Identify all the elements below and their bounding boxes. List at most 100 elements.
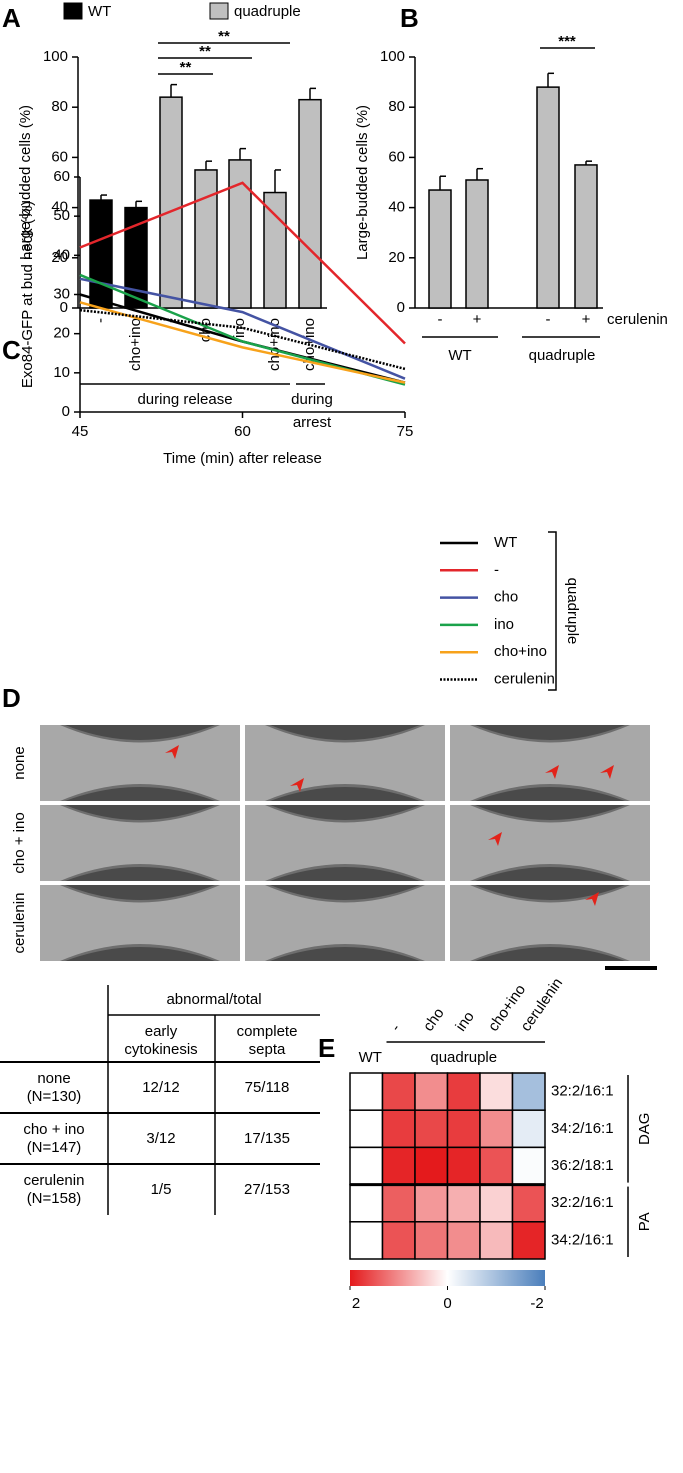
row-label: none [11,746,28,779]
cell-wall [40,805,240,881]
y-tick-label: 40 [388,199,405,216]
heatmap-cell [511,1109,546,1149]
row-label: cho + ino [11,812,28,873]
bar [263,191,287,309]
y-tick-label: 40 [51,199,68,216]
y-tick-label: 20 [388,249,405,266]
heatmap-cell [349,1072,384,1111]
group-label: during release [137,391,232,408]
y-tick-label: 60 [51,148,68,165]
y-tick-label: 100 [43,48,68,65]
y-tick-label: 0 [62,403,70,420]
arrowhead [585,892,599,906]
group-label: during [291,391,333,408]
bar [159,96,183,309]
bar [124,206,148,309]
legend-label: quadruple [234,3,301,20]
heatmap-cell [479,1221,514,1260]
column-label: WT [359,1049,382,1066]
series-line [79,277,406,380]
row-label: (N=130) [27,1088,82,1105]
x-tick-label: + [582,311,591,328]
x-tick-label: - [438,311,443,328]
panel-label: B [400,3,419,33]
panel-label: D [2,683,21,713]
column-header: complete [237,1023,298,1040]
y-tick-label: 100 [380,48,405,65]
arrowhead [165,745,179,759]
y-tick-label: 80 [51,98,68,115]
heatmap-cell [349,1183,384,1223]
bar [228,159,252,309]
heatmap-cell [381,1146,416,1186]
row-label: cho + ino [23,1121,84,1138]
y-tick-label: 20 [51,249,68,266]
group-label: quadruple [529,347,596,364]
legend-label: cho [494,589,518,606]
group-label: arrest [293,414,332,431]
y-axis-label: Large-budded cells (%) [17,105,34,260]
bar [536,86,560,309]
legend-label: WT [494,534,517,551]
row-label: 32:2/16:1 [551,1194,614,1211]
y-tick-label: 20 [53,325,70,342]
group-label: WT [448,347,471,364]
y-tick-label: 10 [53,364,70,381]
table-cell: 27/153 [244,1181,290,1198]
heatmap-cell [381,1221,416,1260]
panel-label: A [2,3,21,33]
colorbar [350,1270,545,1286]
heatmap-cell [511,1183,546,1223]
series-line [79,181,406,345]
heatmap-cell [511,1146,546,1186]
significance-label: ** [199,43,211,60]
row-label: 32:2/16:1 [551,1083,614,1100]
x-tick-label: 45 [72,423,89,440]
legend-group: quadruple [564,578,581,645]
row-group-label: DAG [636,1113,653,1146]
y-tick-label: 0 [60,299,68,316]
cell-wall [245,725,445,801]
legend-swatch [63,2,83,20]
row-label: none [37,1070,70,1087]
cell-wall [40,885,240,961]
x-tick-label: - [92,318,109,323]
cell-wall [450,805,650,881]
arrowhead [290,778,304,792]
y-tick-label: 0 [397,299,405,316]
heatmap-cell [446,1146,481,1186]
row-label: 36:2/18:1 [551,1157,614,1174]
row-label: (N=147) [27,1139,82,1156]
legend-label: cho+ino [494,643,547,660]
colorbar-tick-label: 2 [352,1295,360,1312]
heatmap-cell [446,1072,481,1111]
y-tick-label: 60 [388,148,405,165]
row-label: cerulenin [11,893,28,954]
bar [574,164,598,309]
column-header: early [145,1023,178,1040]
colorbar-tick-label: -2 [530,1295,543,1312]
x-tick-label: + [473,311,482,328]
heatmap-cell [479,1109,514,1149]
row-label: 34:2/16:1 [551,1231,614,1248]
scale-bar [605,966,657,970]
arrowhead [600,765,614,779]
y-axis-label: Exo84-GFP at bud neck (%) [19,201,36,388]
table-cell: 75/118 [245,1079,290,1096]
heatmap-cell [414,1109,449,1149]
bar [89,199,113,309]
heatmap-cell [511,1072,546,1111]
heatmap-cell [381,1072,416,1111]
x-tick-label: cho+ino [127,318,144,371]
column-label: cerulenin [517,975,566,1035]
heatmap-cell [414,1072,449,1111]
heatmap-cell [381,1183,416,1223]
x-tick-label: 60 [234,423,251,440]
heatmap-cell [479,1183,514,1223]
y-tick-label: 30 [53,285,70,302]
heatmap-cell [446,1183,481,1223]
legend-bracket [548,531,557,691]
heatmap-cell [414,1183,449,1223]
arrowhead [545,765,559,779]
